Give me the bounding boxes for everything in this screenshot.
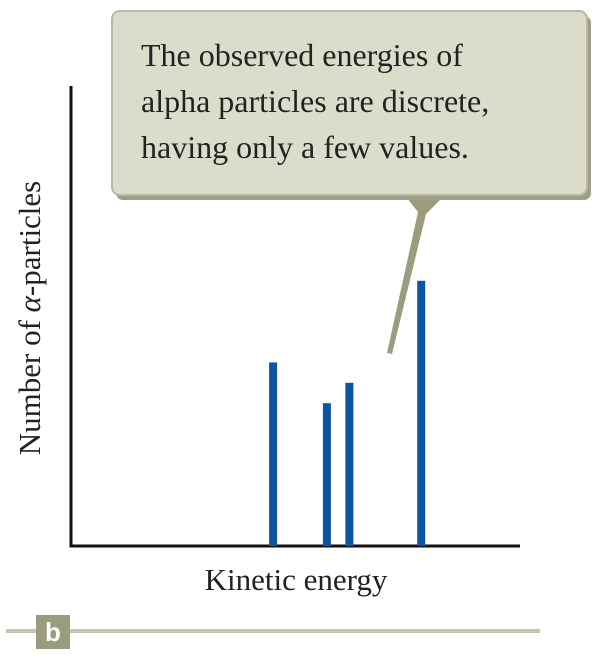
callout-box: [111, 10, 588, 196]
energy-bar-2: [322, 403, 331, 546]
y-axis-label-alpha-symbol: α: [12, 295, 47, 312]
callout-line-2: alpha particles are discrete,: [141, 83, 490, 119]
energy-bar-4: [417, 280, 426, 546]
callout-line-3: having only a few values.: [141, 129, 469, 165]
y-axis-label: Number of α-particles: [12, 181, 47, 456]
energy-bar-3: [345, 382, 354, 546]
bar-series: [269, 280, 426, 546]
x-axis-label: Kinetic energy: [205, 562, 388, 597]
callout-text: The observed energies of alpha particles…: [141, 32, 571, 170]
callout-line-1: The observed energies of: [141, 37, 463, 73]
y-axis-label-prefix: Number of: [12, 312, 47, 455]
y-axis-label-suffix: -particles: [12, 181, 47, 296]
callout-pointer: [387, 198, 442, 354]
energy-bar-1: [269, 362, 278, 546]
panel-label-badge: b: [36, 615, 70, 649]
